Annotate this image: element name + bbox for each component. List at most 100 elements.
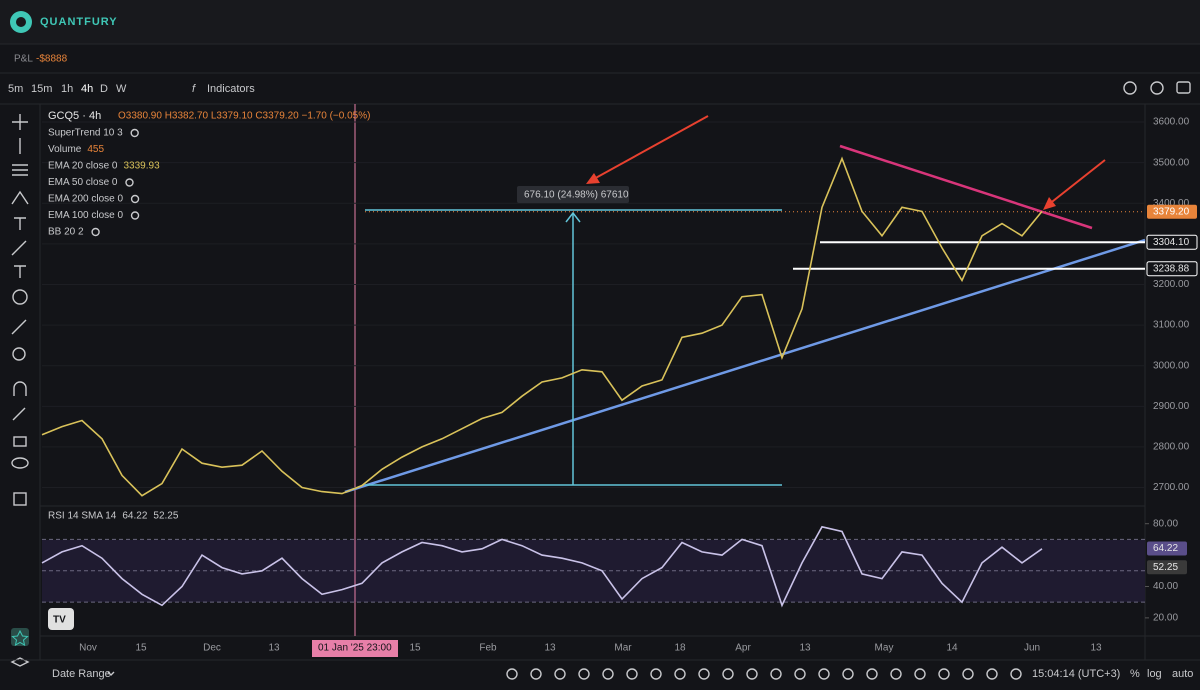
timeframe-button[interactable]: 5m [8, 83, 23, 95]
tool-icon[interactable] [722, 668, 734, 680]
tool-icon[interactable] [1010, 668, 1022, 680]
x-tick-label: 14 [946, 643, 958, 654]
price-badge [1146, 234, 1198, 250]
y-tick-label: 2900.00 [1153, 401, 1190, 412]
tool-icon[interactable] [794, 668, 806, 680]
timeframe-button[interactable]: 4h [81, 83, 93, 95]
ohlc: O3380.90 H3382.70 L3379.10 C3379.20 −1.7… [118, 111, 370, 122]
indicators-button[interactable]: Indicators [207, 83, 255, 95]
y-tick-label: 3600.00 [1153, 117, 1190, 128]
tool-icon[interactable] [746, 668, 758, 680]
logo-hole [16, 17, 26, 27]
price-badge-label: 3304.10 [1153, 237, 1190, 248]
indicator-name: EMA 200 close 0 [48, 194, 123, 205]
y-tick-label: 3000.00 [1153, 360, 1190, 371]
drawings [344, 115, 1146, 494]
tv-logo [48, 608, 74, 630]
value-badge [1147, 541, 1187, 556]
rsi-pane: 20.00 40.00 80.00 64.22 52.25 RSI 14 SMA 14 64… [41, 511, 1187, 624]
timeframe-button[interactable]: W [116, 83, 127, 95]
indicator-name: SuperTrend 10 3 [48, 128, 123, 139]
series-line [41, 525, 1043, 608]
rsi-value: 64.22 [122, 511, 147, 522]
value-badge [1147, 560, 1187, 575]
eye-icon [130, 128, 139, 138]
indicator-name: EMA 50 close 0 [48, 177, 118, 188]
tool-icon[interactable] [554, 668, 566, 680]
x-tick-label: 18 [674, 643, 686, 654]
indicator-name: Volume [48, 144, 82, 155]
x-tick-label: 13 [799, 643, 811, 654]
x-tick-label: 15 [135, 643, 147, 654]
indicator-value: 3339.93 [123, 161, 160, 172]
tool-icon[interactable] [986, 668, 998, 680]
price-pane: 2700.00 2800.00 2900.00 3000.00 3100.00 3200.… [41, 117, 1198, 497]
timeframe-button[interactable]: 1h [61, 83, 73, 95]
tool-icon[interactable] [962, 668, 974, 680]
value-badge-label: 64.22 [1153, 543, 1178, 554]
pnl-value: -$8888 [36, 54, 68, 65]
tool-icon[interactable] [842, 668, 854, 680]
top-bar [0, 0, 1200, 44]
measure-label: 676.10 (24.98%) 67610 [524, 190, 629, 201]
date-range-button[interactable]: Date Range [52, 668, 111, 680]
eye-icon [125, 178, 134, 187]
tool-icon[interactable] [890, 668, 902, 680]
price-badge [1146, 261, 1198, 277]
tool-icon[interactable] [602, 668, 614, 680]
x-tick-label: May [875, 643, 894, 654]
date-highlight [312, 640, 398, 657]
timeframes: 5m 15m 1h 4h D W [8, 83, 127, 95]
tool-icon[interactable] [914, 668, 926, 680]
tool-icon[interactable] [818, 668, 830, 680]
tv-logo-text: TV [53, 615, 66, 626]
y-tick-label: 3200.00 [1153, 279, 1190, 290]
chevron [107, 671, 115, 676]
tool-icon[interactable] [626, 668, 638, 680]
top-right-icons [1123, 81, 1191, 95]
y-tick-label: 20.00 [1153, 613, 1178, 624]
grid [42, 121, 1149, 619]
x-tick-label: 13 [1090, 643, 1102, 654]
tool-icon[interactable] [938, 668, 950, 680]
tool-icon[interactable] [506, 668, 518, 680]
tool-icon[interactable] [530, 668, 542, 680]
indicator-name: EMA 100 close 0 [48, 210, 123, 221]
indicator-name: BB 20 2 [48, 227, 84, 238]
auto-toggle[interactable]: auto [1172, 668, 1193, 680]
pnl-label: P&L [14, 54, 33, 65]
tool-icon[interactable] [770, 668, 782, 680]
rsi-title: RSI 14 SMA 14 [48, 511, 117, 522]
series-line [41, 156, 1043, 497]
symbol: GCQ5 · 4h [48, 110, 101, 122]
eye-icon [130, 194, 140, 204]
y-tick-label: 2800.00 [1153, 442, 1190, 453]
indicator-value: 455 [87, 144, 104, 155]
percent-toggle[interactable]: % [1130, 668, 1140, 680]
timeframe-button[interactable]: D [100, 83, 108, 95]
eye-icon [91, 227, 100, 237]
indicator-name: EMA 20 close 0 [48, 161, 118, 172]
y-tick-label: 3100.00 [1153, 320, 1190, 331]
legend: GCQ5 · 4h O3380.90 H3382.70 L3379.10 C337… [48, 110, 370, 238]
timeframe-button[interactable]: 15m [31, 83, 52, 95]
x-tick-label: 13 [544, 643, 556, 654]
x-tick-label: Dec [203, 643, 221, 654]
y-tick-label: 3500.00 [1153, 157, 1190, 168]
tool-icon[interactable] [650, 668, 662, 680]
log-toggle[interactable]: log [1147, 668, 1162, 680]
tool-icon[interactable] [866, 668, 878, 680]
x-tick-label: 15 [409, 643, 421, 654]
clock: 15:04:14 (UTC+3) [1032, 668, 1120, 680]
rsi-value: 52.25 [153, 511, 178, 522]
tool-icon[interactable] [674, 668, 686, 680]
tool-icon[interactable] [698, 668, 710, 680]
eye-icon [130, 211, 140, 220]
x-tick-label: Apr [735, 643, 751, 654]
x-tick-label: 01 Jan '25 23:00 [318, 643, 392, 654]
rsi-band [42, 540, 1145, 602]
tool-icon[interactable] [578, 668, 590, 680]
x-tick-label: Feb [479, 643, 497, 654]
price-badge [1147, 204, 1197, 219]
